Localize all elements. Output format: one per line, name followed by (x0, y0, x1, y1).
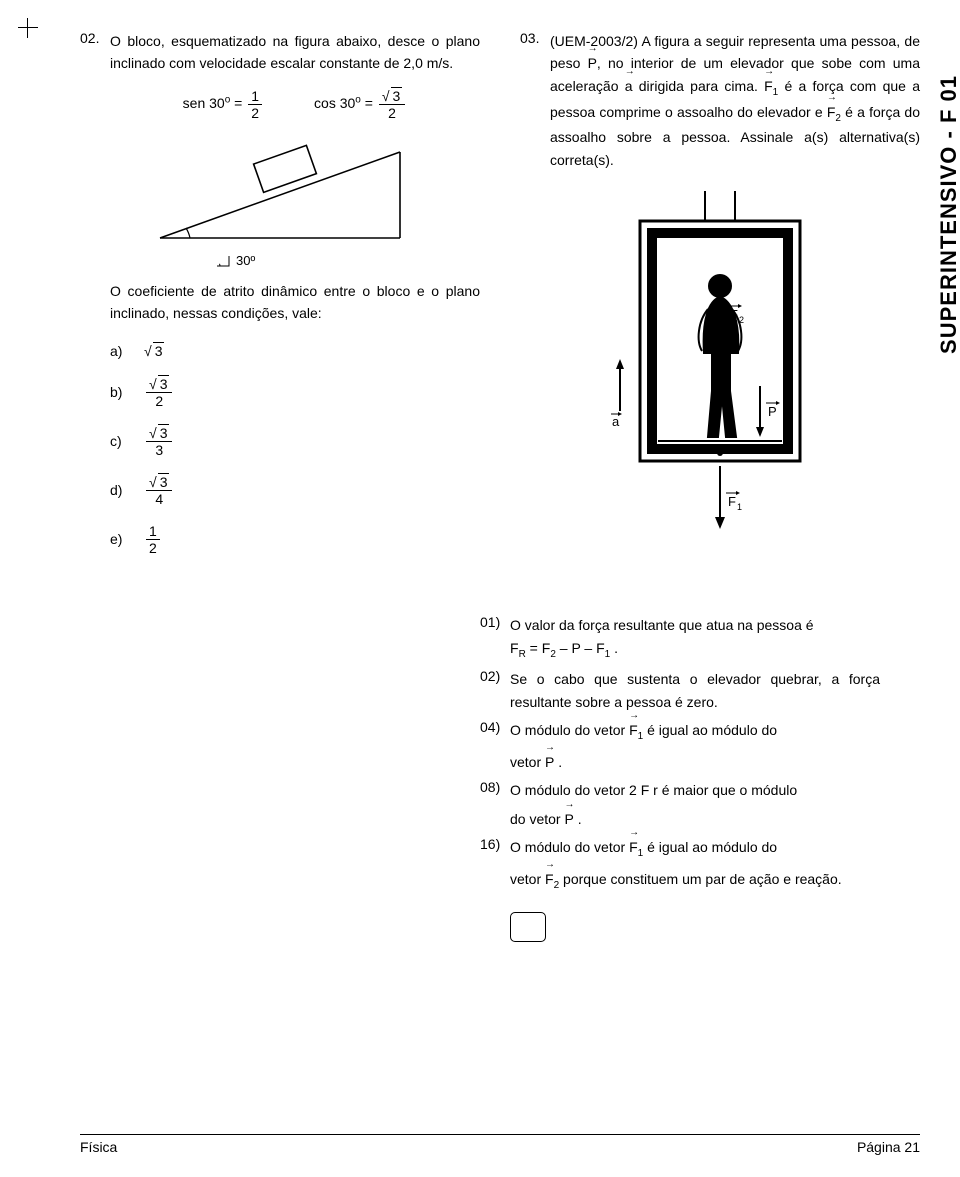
opt-02: 02) Se o cabo que sustenta o elevador qu… (480, 668, 880, 713)
footer-page: Página 21 (857, 1139, 920, 1155)
svg-text:a: a (612, 414, 620, 429)
opt-08: 08) O módulo do vetor 2 F r é maior que … (480, 779, 880, 830)
alt-c: c) √3 3 (110, 426, 480, 457)
opt-04: 04) O módulo do vetor →F1 é igual ao mód… (480, 719, 880, 773)
opt-01: 01) O valor da força resultante que atua… (480, 614, 880, 662)
svg-text:P: P (768, 404, 777, 419)
cos30-expr: cos 30o = √3 2 (314, 89, 407, 120)
sidebar-label: SUPERINTENSIVO - F 01 (936, 75, 960, 354)
q02-coef-text: O coeficiente de atrito dinâmico entre o… (110, 280, 480, 325)
right-column: 03. (UEM-2003/2) A figura a seguir repre… (520, 30, 920, 564)
footer-subject: Física (80, 1139, 117, 1155)
alt-d: d) √3 4 (110, 475, 480, 506)
q03-number: 03. (520, 30, 550, 171)
alt-e: e) 1 2 (110, 524, 480, 555)
svg-text:1: 1 (737, 502, 742, 512)
content-columns: 02. O bloco, esquematizado na figura aba… (80, 30, 920, 564)
question-03: 03. (UEM-2003/2) A figura a seguir repre… (520, 30, 920, 171)
svg-text:2: 2 (739, 315, 744, 325)
incline-figure: 30º (150, 138, 480, 268)
elevator-figure: F 2 a P F 1 (590, 191, 850, 564)
svg-text:F: F (728, 494, 736, 509)
opt-16: 16) O módulo do vetor →F1 é igual ao mód… (480, 836, 880, 894)
q02-number: 02. (80, 30, 110, 555)
page: SUPERINTENSIVO - F 01 02. O bloco, esque… (0, 0, 960, 1177)
q03-answer-options: 01) O valor da força resultante que atua… (480, 614, 880, 942)
page-footer: Física Página 21 (80, 1134, 920, 1155)
answer-sum-box[interactable] (510, 912, 546, 942)
q02-alternatives: a) √3 b) √3 2 c) (110, 343, 480, 555)
q02-text: O bloco, esquematizado na figura abaixo,… (110, 30, 480, 75)
alt-b: b) √3 2 (110, 377, 480, 408)
angle-label: 30º (216, 253, 480, 268)
q02-trig-values: sen 30o = 12 cos 30o = √3 2 (110, 89, 480, 120)
left-column: 02. O bloco, esquematizado na figura aba… (80, 30, 480, 564)
alt-a: a) √3 (110, 343, 480, 359)
q03-text: (UEM-2003/2) A figura a seguir represent… (550, 30, 920, 171)
sin30-expr: sen 30o = 12 (183, 89, 264, 120)
crop-mark (18, 18, 38, 38)
question-02: 02. O bloco, esquematizado na figura aba… (80, 30, 480, 555)
svg-text:F: F (730, 307, 738, 322)
